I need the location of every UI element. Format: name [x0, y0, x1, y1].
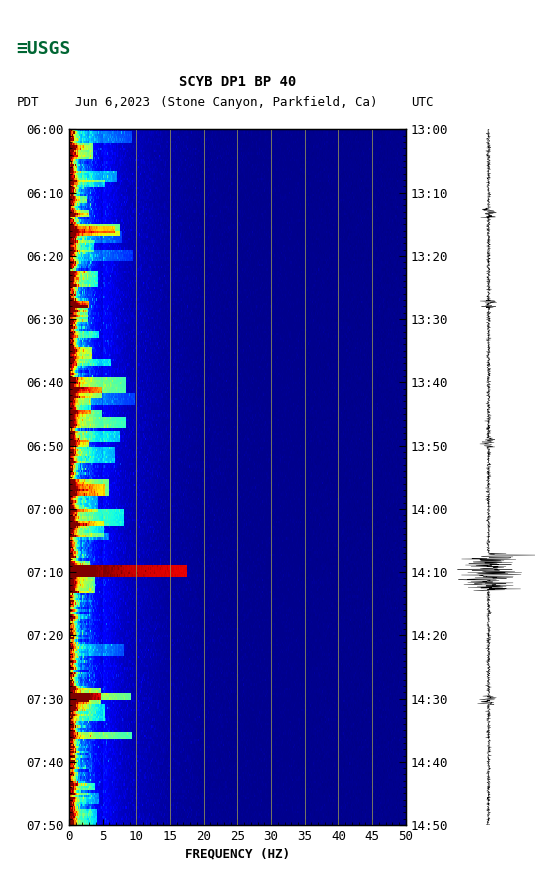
Text: PDT: PDT [17, 95, 39, 109]
Text: UTC: UTC [411, 95, 434, 109]
Text: ≡USGS: ≡USGS [17, 40, 71, 58]
Text: SCYB DP1 BP 40: SCYB DP1 BP 40 [179, 75, 296, 89]
Text: (Stone Canyon, Parkfield, Ca): (Stone Canyon, Parkfield, Ca) [160, 95, 378, 109]
X-axis label: FREQUENCY (HZ): FREQUENCY (HZ) [185, 847, 290, 860]
Text: Jun 6,2023: Jun 6,2023 [75, 95, 150, 109]
